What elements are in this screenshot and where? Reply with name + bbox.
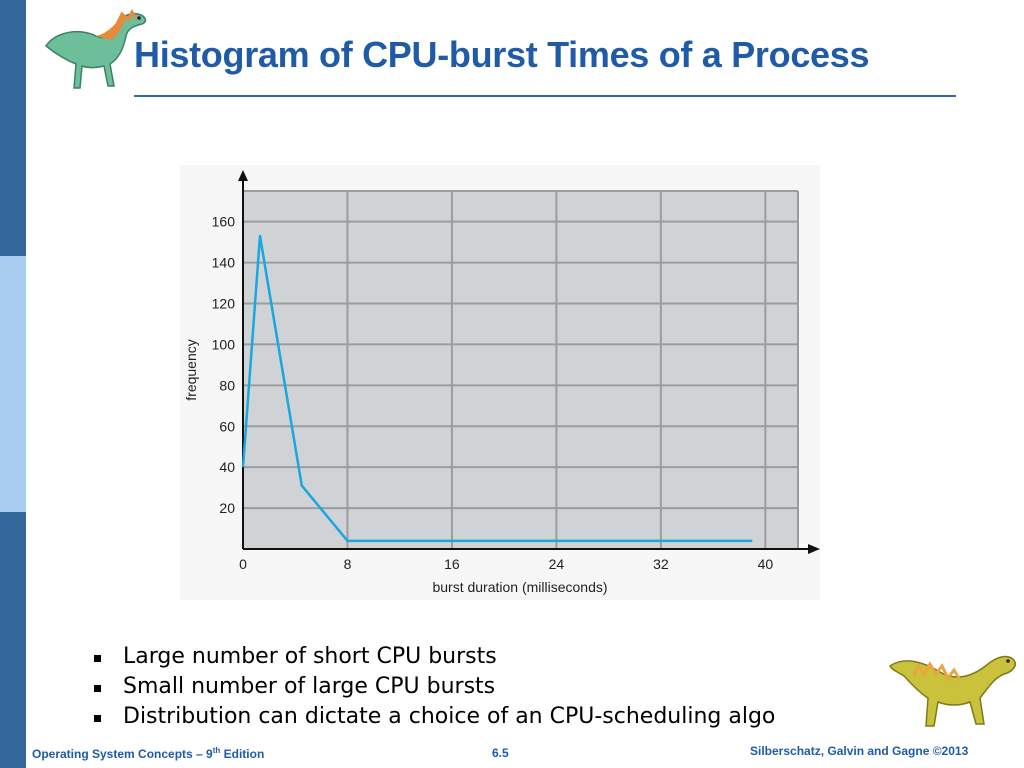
footer-book-title-main: Operating System Concepts – 9 — [32, 747, 213, 761]
bullet-text: Large number of short CPU bursts — [123, 644, 497, 669]
bullet-item: Small number of large CPU bursts — [92, 674, 775, 704]
side-bar-dark — [0, 0, 26, 256]
y-axis-label: frequency — [183, 339, 199, 400]
axes — [238, 170, 820, 554]
x-tick-label: 8 — [344, 556, 352, 572]
bullet-square-icon — [94, 715, 101, 722]
frequency-line — [241, 234, 753, 543]
x-axis-arrow-icon — [808, 544, 820, 554]
y-tick-label: 20 — [219, 500, 235, 516]
dinosaur-icon — [44, 9, 147, 89]
y-tick-label: 60 — [219, 418, 235, 434]
x-tick-label: 24 — [549, 556, 565, 572]
y-tick-label: 100 — [212, 336, 236, 352]
tick-labels: 0 8 16 24 32 40 20 40 60 80 100 120 140 160 — [212, 214, 774, 572]
slide-title: Histogram of CPU-burst Times of a Proces… — [134, 34, 870, 75]
histogram-chart: 0 8 16 24 32 40 20 40 60 80 100 120 140 160 burst dur… — [180, 165, 820, 600]
bullet-item: Distribution can dictate a choice of an … — [92, 704, 775, 734]
plot-area — [243, 191, 798, 549]
bullet-item: Large number of short CPU bursts — [92, 644, 775, 674]
y-tick-label: 40 — [219, 459, 235, 475]
title-divider — [134, 95, 956, 97]
series-layer — [241, 234, 753, 543]
bullet-list: Large number of short CPU bursts Small n… — [92, 644, 775, 734]
footer-book-title: Operating System Concepts – 9th Edition — [32, 746, 264, 761]
bullet-text: Distribution can dictate a choice of an … — [123, 704, 776, 729]
bullet-square-icon — [94, 685, 101, 692]
footer-edition-suffix: th — [212, 746, 221, 755]
y-tick-label: 160 — [212, 214, 236, 230]
x-tick-label: 16 — [444, 556, 460, 572]
grid-lines — [243, 190, 799, 549]
x-tick-label: 0 — [239, 556, 247, 572]
slide-number: 6.5 — [492, 746, 509, 760]
footer-authors: Silberschatz, Galvin and Gagne ©2013 — [750, 744, 969, 758]
y-tick-label: 80 — [219, 377, 235, 393]
dinosaur-icon — [889, 655, 1016, 727]
side-bar-light — [0, 256, 26, 512]
bullet-text: Small number of large CPU bursts — [123, 674, 496, 699]
side-bar-dark — [0, 512, 26, 768]
x-tick-label: 32 — [653, 556, 669, 572]
x-axis-label: burst duration (milliseconds) — [432, 579, 607, 595]
y-tick-label: 120 — [212, 296, 236, 312]
bullet-square-icon — [94, 655, 101, 662]
y-tick-label: 140 — [212, 255, 236, 271]
footer-book-title-edition: Edition — [220, 747, 265, 761]
y-axis-arrow-icon — [238, 170, 248, 181]
x-tick-label: 40 — [758, 556, 774, 572]
